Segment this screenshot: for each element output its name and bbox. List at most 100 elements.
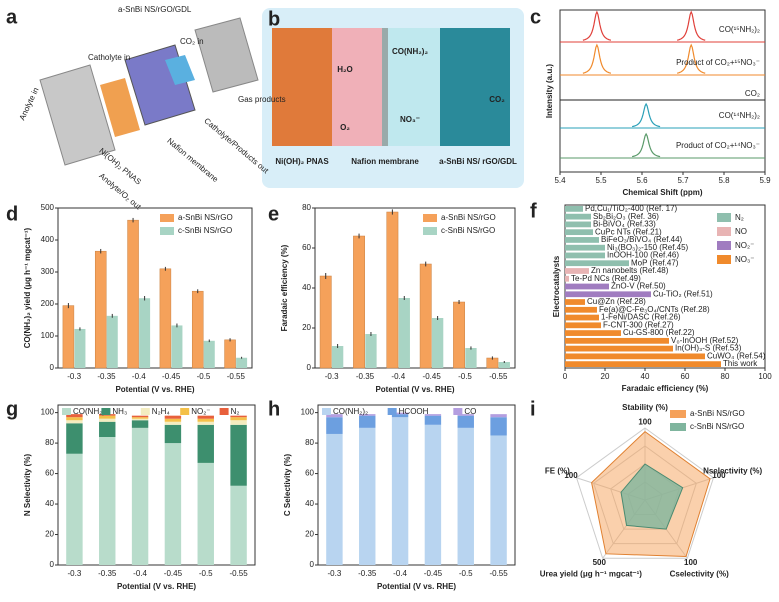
bar-segment	[66, 420, 83, 424]
legend-swatch	[160, 214, 174, 222]
x-tick-label: -0.45	[164, 569, 183, 578]
bar	[565, 283, 609, 290]
y-tick-label: 20	[305, 530, 314, 539]
x-tick-label: -0.4	[393, 569, 407, 578]
legend-swatch	[387, 408, 397, 415]
x-tick-label: -0.45	[423, 372, 442, 381]
legend-swatch	[717, 241, 731, 250]
bar-segment	[359, 427, 376, 565]
legend-label: c-SnBi NS/rGO	[690, 422, 744, 431]
bar	[565, 268, 589, 274]
series-label: CO₂	[745, 89, 760, 98]
bar-segment	[164, 418, 182, 422]
bar	[565, 260, 629, 267]
schematic-label: CO₂ in	[180, 37, 204, 46]
x-tick-label: 5.4	[554, 176, 566, 185]
bar-label: Pd,Cu₁/TiO₂-400 (Ref. 17)	[585, 204, 678, 213]
bar-label: Ni₃(BO₃)₂-150 (Ref.45)	[607, 243, 689, 252]
panel-b: b	[262, 8, 524, 188]
schematic-label: CO(NH₂)₂	[392, 47, 428, 56]
bar-label: Cu-TiO₂ (Ref.51)	[653, 289, 713, 298]
bar	[331, 346, 344, 368]
radar-axis-label: FE (%)	[545, 467, 570, 476]
bar	[565, 314, 599, 321]
y-tick-label: 40	[305, 499, 314, 508]
bar	[565, 252, 605, 259]
x-tick-label: -0.55	[489, 569, 508, 578]
x-tick-label: 80	[721, 372, 730, 381]
bar	[171, 325, 183, 368]
x-tick-label: -0.55	[489, 372, 508, 381]
bar	[565, 353, 705, 360]
plot-frame	[317, 404, 516, 566]
nmr-peak	[631, 132, 661, 158]
y-axis-label: Faradaic efficiency (%)	[280, 244, 289, 331]
bar	[465, 348, 477, 368]
nmr-peak	[631, 102, 661, 128]
bar	[565, 291, 651, 298]
bar-segment	[326, 433, 343, 565]
radar-max-label: 500	[593, 558, 607, 567]
bar-segment	[230, 415, 247, 418]
legend-swatch	[219, 408, 229, 415]
legend-swatch	[670, 423, 686, 431]
legend-swatch	[453, 408, 463, 415]
bar	[159, 268, 172, 369]
panel-a: a	[6, 6, 259, 166]
panel-label: f	[530, 200, 537, 222]
legend-label: HCOOH	[399, 407, 429, 416]
legend-label: NH₃	[112, 407, 127, 416]
y-tick-label: 80	[45, 438, 54, 447]
y-tick-label: 40	[45, 499, 54, 508]
legend-label: c-SnBi NS/rGO	[178, 226, 232, 235]
bar-segment	[457, 427, 474, 565]
panel-label: a	[6, 6, 18, 28]
plot-frame	[559, 9, 766, 173]
x-tick-label: -0.5	[199, 569, 213, 578]
bar-label: InOOH-100 (Ref.46)	[607, 251, 679, 260]
schematic-label: Nafion membrane	[165, 136, 220, 184]
bar-segment	[326, 417, 343, 434]
radar-max-label: 100	[638, 417, 652, 426]
bar	[453, 301, 465, 369]
schematic-label: Catholyte/Products out	[202, 116, 270, 175]
series-label: Product of CO₂+¹⁵NO₃⁻	[676, 58, 760, 67]
legend-swatch	[717, 255, 731, 264]
bar-label: 1-FeNi/DASC (Ref.26)	[601, 313, 681, 322]
nickel-layer	[100, 78, 140, 137]
cathode-layer	[165, 55, 195, 85]
bar-segment	[131, 418, 149, 421]
legend-swatch	[423, 214, 437, 222]
x-tick-label: -0.3	[68, 569, 82, 578]
y-tick-label: 20	[302, 323, 311, 332]
x-tick-label: -0.45	[162, 372, 181, 381]
y-tick-label: 60	[45, 469, 54, 478]
bar	[565, 299, 585, 305]
bar	[398, 298, 410, 368]
x-tick-label: -0.4	[132, 372, 146, 381]
bar-segment	[359, 415, 376, 428]
x-tick-label: -0.3	[67, 372, 81, 381]
bar-segment	[424, 424, 442, 565]
x-tick-label: -0.3	[325, 372, 339, 381]
bar	[139, 298, 151, 368]
y-tick-label: 0	[50, 363, 55, 372]
bar-segment	[197, 424, 214, 463]
legend-swatch	[140, 408, 150, 415]
schematic-label: Ni(OH)₂ PNAS	[275, 157, 329, 166]
bar-segment	[131, 427, 149, 565]
y-axis-label: C Selectivity (%)	[283, 454, 292, 517]
y-tick-label: 80	[302, 203, 311, 212]
cathode-plate	[194, 17, 259, 93]
x-tick-label: 20	[601, 372, 610, 381]
bar	[565, 213, 591, 220]
bar-segment	[164, 443, 182, 565]
radar-axis-label: Stability (%)	[622, 403, 668, 412]
bar-label: MoP (Ref.47)	[631, 258, 679, 267]
y-tick-label: 40	[302, 283, 311, 292]
anode-plate	[39, 64, 116, 166]
bar-label: This work	[723, 359, 758, 368]
y-tick-label: 60	[302, 243, 311, 252]
cathode-region	[388, 28, 440, 146]
y-axis-label: N Selectivity (%)	[23, 454, 32, 517]
